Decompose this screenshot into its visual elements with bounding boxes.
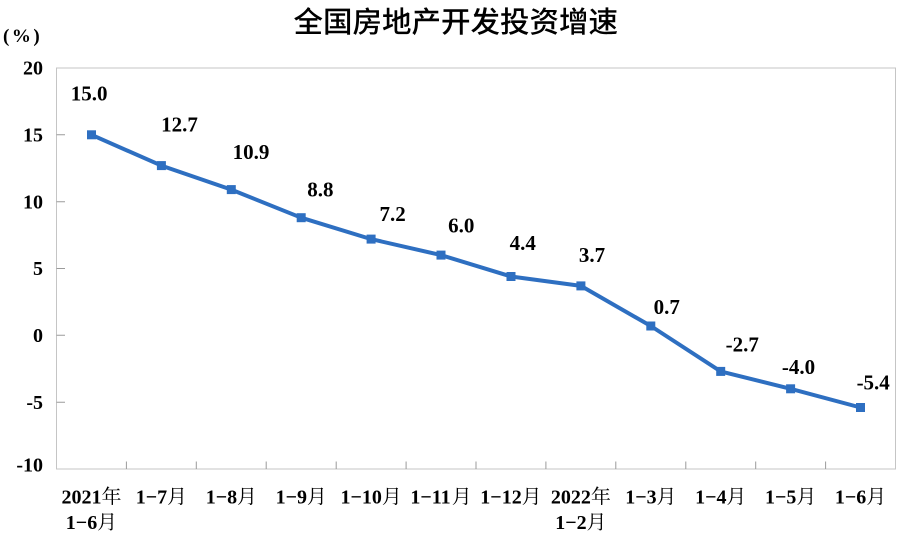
svg-text:15: 15: [23, 124, 43, 146]
svg-text:10.9: 10.9: [233, 140, 270, 164]
svg-text:8.8: 8.8: [307, 177, 333, 201]
svg-text:5: 5: [33, 258, 43, 280]
svg-text:1−3: 1−3: [625, 487, 656, 509]
svg-text:0.7: 0.7: [654, 295, 680, 319]
svg-text:1−6: 1−6: [835, 487, 866, 509]
svg-text:3.7: 3.7: [579, 243, 605, 267]
svg-text:6.0: 6.0: [448, 214, 474, 238]
svg-text:4.4: 4.4: [510, 231, 537, 255]
svg-text:1−5: 1−5: [765, 487, 796, 509]
svg-text:1−11: 1−11: [410, 487, 450, 509]
svg-text:-10: -10: [16, 455, 43, 477]
svg-text:1−12: 1−12: [480, 487, 521, 509]
svg-text:1−7: 1−7: [136, 487, 167, 509]
svg-text:1−9: 1−9: [276, 487, 307, 509]
svg-text:-4.0: -4.0: [782, 355, 815, 379]
svg-text:10: 10: [23, 191, 43, 213]
svg-text:-5: -5: [26, 392, 43, 414]
svg-text:1−10: 1−10: [341, 487, 382, 509]
svg-text:1−8: 1−8: [206, 487, 237, 509]
svg-text:-2.7: -2.7: [726, 333, 759, 357]
svg-text:1−6: 1−6: [66, 512, 97, 534]
svg-text:1−4: 1−4: [695, 487, 726, 509]
svg-text:0: 0: [33, 325, 43, 347]
svg-text:(%): (%): [3, 26, 42, 47]
svg-text:-5.4: -5.4: [857, 371, 891, 395]
svg-text:7.2: 7.2: [379, 202, 405, 226]
svg-text:2021: 2021: [62, 487, 102, 509]
svg-text:2022: 2022: [551, 487, 591, 509]
svg-text:15.0: 15.0: [71, 82, 108, 106]
svg-text:12.7: 12.7: [161, 112, 198, 136]
svg-text:1−2: 1−2: [555, 512, 586, 534]
svg-text:20: 20: [23, 58, 43, 80]
